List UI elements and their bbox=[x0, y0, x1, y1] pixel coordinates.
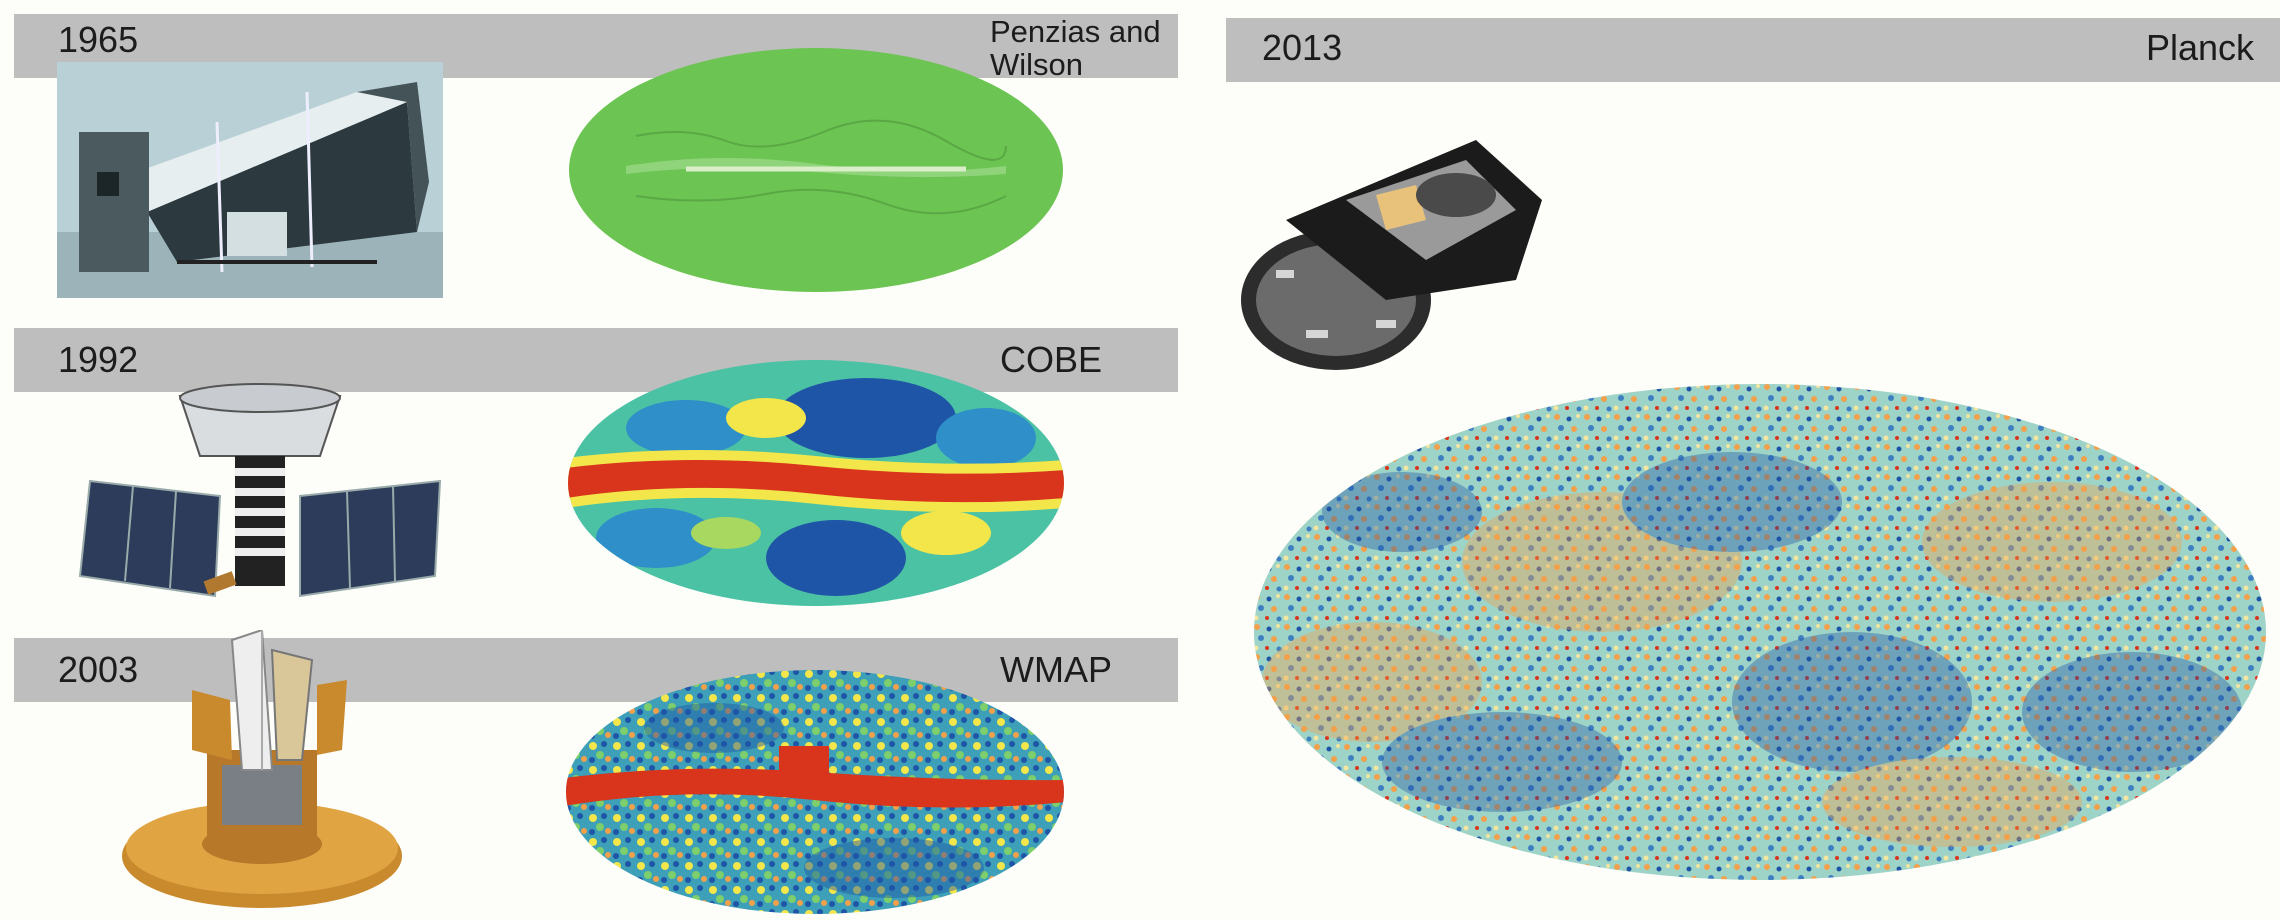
planck-sky-map bbox=[1252, 382, 2268, 882]
wmap-sky-map bbox=[564, 668, 1066, 916]
cobe-satellite-illustration bbox=[70, 376, 446, 612]
mission-label-cobe: COBE bbox=[1000, 339, 1103, 380]
cobe-sky-map bbox=[566, 358, 1066, 608]
header-bar-2013 bbox=[1226, 18, 2280, 82]
header-bar-1992 bbox=[14, 328, 1178, 392]
header-bar-2003 bbox=[14, 638, 1178, 702]
year-label-1965: 1965 bbox=[58, 19, 139, 60]
mission-label-planck: Planck bbox=[2146, 27, 2255, 68]
year-label-1992: 1992 bbox=[58, 339, 139, 380]
mission-label-penzias-wilson: Penzias and Wilson bbox=[990, 14, 1161, 82]
planck-satellite-illustration bbox=[1226, 140, 1542, 390]
mission-label-wmap: WMAP bbox=[1000, 649, 1112, 690]
year-label-2003: 2003 bbox=[58, 649, 139, 690]
year-label-2013: 2013 bbox=[1262, 27, 1343, 68]
wmap-satellite-illustration bbox=[112, 630, 412, 916]
penzias-wilson-sky-map bbox=[566, 46, 1066, 294]
horn-antenna-photo bbox=[57, 62, 443, 298]
